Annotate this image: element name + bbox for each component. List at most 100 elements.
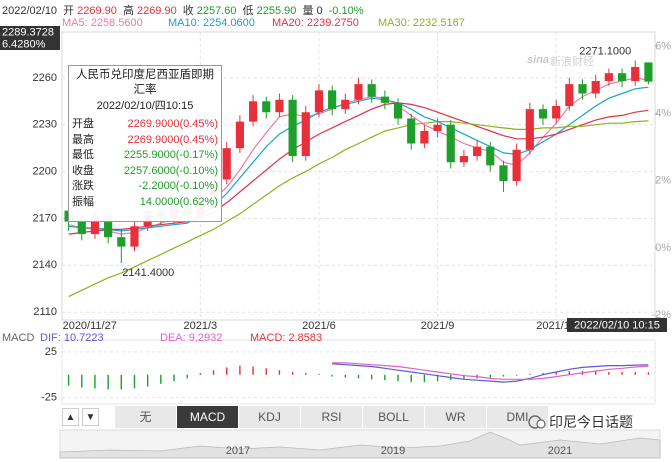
candle-body	[486, 146, 495, 166]
candle-body	[104, 215, 113, 238]
indicator-tab[interactable]: MACD	[177, 406, 239, 428]
y2-tick-label: 4%	[655, 108, 671, 120]
tooltip-value: 2269.9000(0.45%)	[127, 118, 218, 130]
navigator-label: 2019	[381, 445, 405, 457]
header-value: 0	[316, 5, 323, 17]
watermark-logo: sina	[527, 54, 549, 66]
candle-body	[578, 84, 587, 94]
legend-entry: MA30: 2232.5167	[378, 17, 465, 29]
candle-body	[288, 99, 297, 156]
candle-body	[538, 109, 548, 119]
candle-body	[130, 226, 139, 247]
y-tick-label: 2200	[33, 166, 57, 178]
candle-body	[552, 105, 561, 119]
header-value: 2257.60	[196, 5, 237, 17]
header-label: 量	[302, 5, 314, 17]
header-value: 2269.90	[136, 5, 177, 17]
y-tick-label: 25	[45, 346, 57, 358]
crosshair-box	[567, 318, 667, 332]
header-change: -0.10%	[328, 5, 364, 17]
y-tick-label: 2170	[33, 212, 57, 224]
header-label: 低	[242, 5, 254, 17]
y-tick-label: -25	[41, 392, 57, 404]
candle-body	[459, 155, 469, 163]
tooltip-row: 涨跌 -2.2000(-0.10%)	[72, 179, 218, 195]
candle-body	[328, 90, 337, 110]
candle-body	[512, 149, 521, 181]
tooltip-label: 最高	[72, 133, 94, 146]
header-label: 高	[122, 5, 134, 17]
indicator-tab[interactable]: RSI	[301, 406, 363, 428]
y2-tick-label: 2%	[655, 175, 671, 187]
tooltip-value: 2257.6000(-0.10%)	[123, 164, 218, 177]
candle-body	[222, 148, 231, 180]
macd-line	[332, 363, 649, 383]
candle-body	[407, 118, 416, 144]
candle-body	[117, 237, 126, 247]
x-tick-label: 2021/3	[184, 320, 218, 332]
y2-tick-label: 0%	[655, 242, 671, 254]
indicator-tab[interactable]: 无	[115, 406, 177, 428]
watermark-account: 印尼今日话题	[549, 414, 633, 430]
tooltip-row: 开盘 2269.9000(0.45%)	[72, 117, 218, 133]
legend-entry: DIF: 10.7223	[40, 332, 104, 344]
header-label: 开	[63, 5, 75, 17]
indicator-tab[interactable]: DMI	[487, 406, 549, 428]
navigator-label: 2021	[548, 445, 572, 457]
tooltip-label: 振幅	[72, 195, 94, 208]
tooltip-value: 14.0000(0.62%)	[139, 195, 218, 208]
indicator-tabs: ▲ ▼ 无 MACD KDJ RSI BOLL WR DMI	[0, 406, 672, 428]
tooltip-value: -2.2000(-0.10%)	[138, 180, 219, 192]
y-tick-label: 2140	[33, 259, 57, 271]
x-tick-label: 2021/12	[536, 320, 576, 332]
y-tick-label: 2260	[33, 72, 57, 84]
plot-frame	[61, 31, 656, 321]
watermark-site: 新浪财经	[550, 54, 594, 68]
tooltip-value: 2269.9000(0.45%)	[127, 133, 218, 146]
watermark-icon	[528, 415, 546, 429]
candle-body	[499, 165, 508, 181]
macd-title: MACD	[2, 332, 34, 344]
candle-body	[367, 84, 376, 97]
ma-line	[68, 120, 649, 298]
tooltip-value: 2255.9000(-0.17%)	[123, 149, 218, 161]
candle-body	[525, 109, 534, 150]
scroll-arrow[interactable]: ▼	[82, 408, 99, 426]
tooltip-row: 最高 2269.9000(0.45%)	[72, 133, 218, 149]
indicator-tab[interactable]: BOLL	[363, 406, 425, 428]
candle-body	[591, 81, 600, 94]
tooltip-label: 开盘	[72, 118, 94, 130]
x-tick-label: 2021/6	[302, 320, 336, 332]
legend-entry: MA5: 2258.5600	[62, 17, 143, 29]
macd-frame	[61, 339, 656, 405]
tooltip-row: 收盘 2257.6000(-0.10%)	[72, 164, 218, 180]
top-percent-label: 6.4280%	[2, 38, 46, 50]
tooltip-title: 人民币兑印度尼西亚盾即期汇率	[76, 69, 214, 96]
candle-body	[617, 73, 627, 82]
tooltip-row: 最低 2255.9000(-0.17%)	[72, 148, 218, 164]
crosshair-label: 2022/02/10 10:15	[574, 319, 660, 331]
candle-body	[433, 124, 442, 131]
x-tick-label: 2021/9	[421, 320, 455, 332]
candle-body	[644, 62, 653, 82]
scroll-arrow[interactable]: ▲	[62, 408, 79, 426]
y-tick-label: 2230	[33, 119, 57, 131]
tooltip-row: 振幅 14.0000(0.62%)	[72, 195, 218, 211]
candle-body	[473, 146, 482, 156]
legend-entry: MACD: 2.8583	[250, 332, 322, 344]
top-percent-box	[0, 38, 60, 50]
candle-body	[301, 112, 310, 156]
candle-body	[262, 101, 271, 113]
candle-body	[275, 99, 284, 113]
legend-entry: MA10: 2254.0600	[168, 17, 255, 29]
x-tick-label: 2020/11/27	[63, 320, 117, 332]
indicator-tab[interactable]: KDJ	[239, 406, 301, 428]
legend-entry: DEA: 9.2932	[160, 332, 222, 344]
candle-body	[446, 124, 455, 163]
tooltip: 人民币兑印度尼西亚盾即期汇率 2022/02/10/四10:15 开盘 2269.…	[68, 65, 222, 222]
indicator-tab[interactable]: WR	[425, 406, 487, 428]
watermark: 印尼今日话题	[528, 412, 633, 432]
tooltip-label: 涨跌	[72, 180, 94, 192]
